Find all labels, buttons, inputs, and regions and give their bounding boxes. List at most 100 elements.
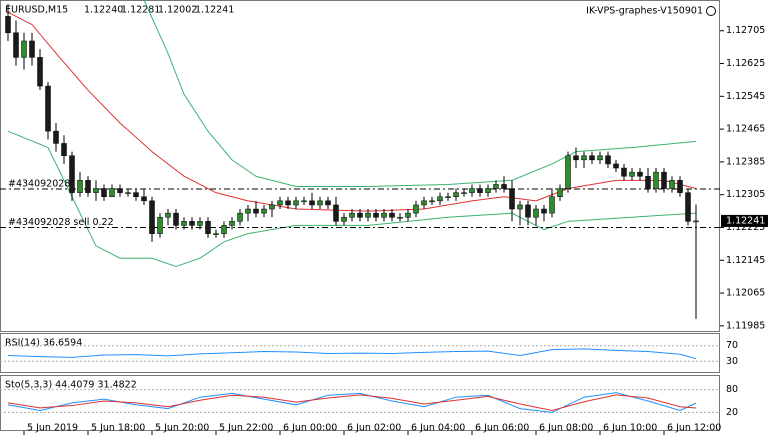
candle-body xyxy=(277,200,283,206)
candle-body xyxy=(485,188,491,193)
candle-body xyxy=(5,16,11,34)
x-tick-label: 5 Jun 2019 xyxy=(27,423,78,434)
candle-body xyxy=(285,200,291,206)
candle-body xyxy=(293,200,299,206)
candle-body xyxy=(549,196,555,214)
stoch-line xyxy=(7,392,697,413)
candle-body xyxy=(229,221,235,226)
ohlc-high: 1.12281 xyxy=(121,5,160,16)
candle-body xyxy=(349,212,355,218)
rsi-title: RSI(14) 36.6594 xyxy=(5,338,82,349)
ea-name: IK-VPS-graphes-V150901 xyxy=(586,6,703,17)
x-tick-label: 6 Jun 04:00 xyxy=(411,423,465,434)
candle-body xyxy=(477,188,483,193)
ohlc-open: 1.12240 xyxy=(84,5,123,16)
y-tick-label: 1.12385 xyxy=(726,156,765,167)
candle-body xyxy=(61,143,67,157)
y-tick-label: 1.12545 xyxy=(726,91,765,102)
candle-body xyxy=(501,184,507,189)
candle-body xyxy=(581,155,587,161)
candle-body xyxy=(117,188,123,193)
symbol: EURUSD,M15 xyxy=(5,5,68,16)
candle-body xyxy=(237,212,243,222)
candle-body xyxy=(53,130,59,144)
main-frame xyxy=(0,0,720,332)
candle-body xyxy=(29,40,35,58)
candle-body xyxy=(221,225,227,234)
candle-body xyxy=(413,204,419,214)
candle-body xyxy=(77,180,83,193)
candle-body xyxy=(541,208,547,214)
candle-body xyxy=(149,200,155,234)
x-tick-label: 5 Jun 22:00 xyxy=(219,423,273,434)
x-tick-label: 6 Jun 08:00 xyxy=(539,423,593,434)
candle-body xyxy=(365,212,371,218)
y-tick-label: 1.12705 xyxy=(726,25,765,36)
candle-body xyxy=(493,184,499,189)
candle-body xyxy=(373,212,379,218)
candle-body xyxy=(645,175,651,189)
stoch-title: Sto(5,3,3) 44.4079 31.4822 xyxy=(5,380,137,391)
candle-body xyxy=(445,196,451,198)
candle-body xyxy=(309,200,315,206)
candle-body xyxy=(613,163,619,169)
candle-body xyxy=(173,212,179,226)
candle-body xyxy=(565,155,571,189)
candle-body xyxy=(509,188,515,210)
rsi-tick-label: 30 xyxy=(726,356,738,367)
candle-body xyxy=(125,192,131,194)
candle-body xyxy=(677,180,683,193)
stoch-frame xyxy=(0,375,720,431)
candle-body xyxy=(461,192,467,194)
candle-body xyxy=(317,200,323,206)
candle-body xyxy=(157,216,163,234)
y-tick-label: 1.12625 xyxy=(726,58,765,69)
candle-body xyxy=(37,57,43,87)
candle-body xyxy=(205,221,211,234)
candle-body xyxy=(253,208,259,214)
candle-body xyxy=(557,188,563,197)
bid-label: 1.12241 xyxy=(726,215,765,226)
x-tick-label: 6 Jun 00:00 xyxy=(283,423,337,434)
y-tick-label: 1.12225 xyxy=(726,222,765,233)
candle-body xyxy=(325,200,331,206)
candle-body xyxy=(85,180,91,193)
y-tick-label: 1.11985 xyxy=(726,320,765,331)
candle-body xyxy=(13,32,19,58)
candle-body xyxy=(389,212,395,218)
y-tick-label: 1.12065 xyxy=(726,288,765,299)
candle-body xyxy=(605,155,611,165)
y-tick-label: 1.12465 xyxy=(726,124,765,135)
x-tick-label: 6 Jun 10:00 xyxy=(603,423,657,434)
stoch-tick-label: 80 xyxy=(726,384,738,395)
candle-body xyxy=(333,204,339,222)
rsi-line xyxy=(7,348,697,360)
candle-body xyxy=(93,188,99,193)
candle-body xyxy=(189,221,195,226)
rsi-frame xyxy=(0,333,720,373)
rsi-tick-label: 70 xyxy=(726,340,738,351)
candle-body xyxy=(637,171,643,177)
candle-body xyxy=(621,167,627,177)
candle-body xyxy=(453,192,459,197)
candle-body xyxy=(437,196,443,202)
candle-body xyxy=(469,188,475,193)
candle-body xyxy=(597,155,603,161)
candle-body xyxy=(197,221,203,226)
candle-body xyxy=(629,171,635,177)
candle-body xyxy=(357,212,363,218)
stoch-tick-label: 20 xyxy=(726,407,738,418)
candle-body xyxy=(213,233,219,235)
candle-body xyxy=(405,212,411,218)
x-tick-label: 6 Jun 12:00 xyxy=(667,423,721,434)
smiley-icon xyxy=(706,6,716,16)
y-tick-label: 1.12305 xyxy=(726,189,765,200)
candle-body xyxy=(21,40,27,58)
candle-body xyxy=(669,180,675,189)
candle-body xyxy=(141,196,147,202)
band-line xyxy=(143,0,697,187)
candle-body xyxy=(517,204,523,210)
x-tick-label: 5 Jun 20:00 xyxy=(155,423,209,434)
candle-body xyxy=(421,200,427,206)
